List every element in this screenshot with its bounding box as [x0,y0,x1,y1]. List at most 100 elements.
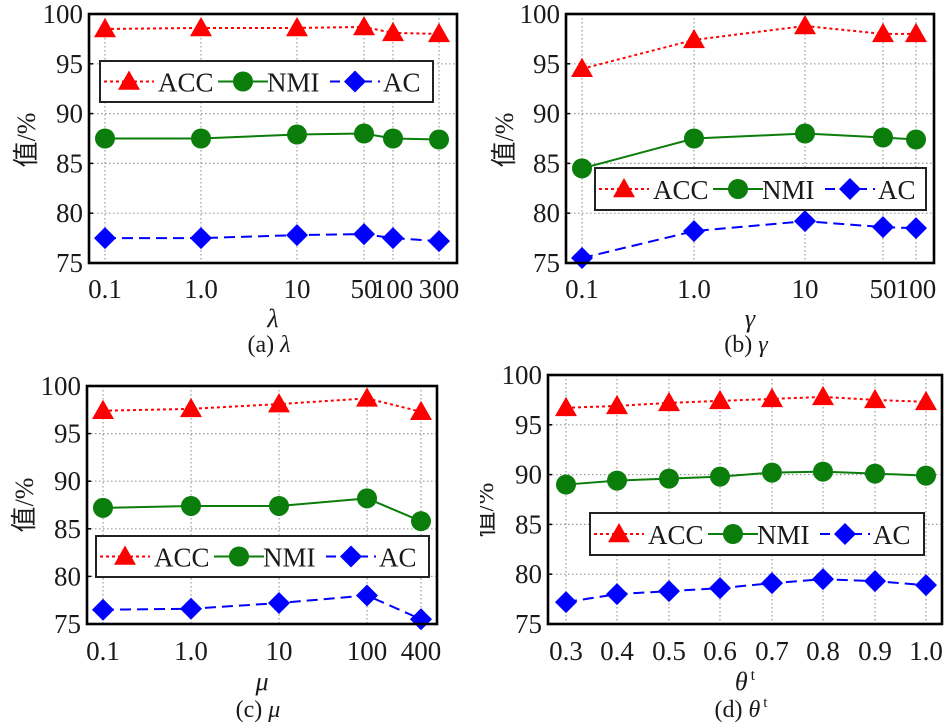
x-tick-label: 400 [401,636,442,666]
data-point-acc [915,390,937,411]
data-point-ac [864,570,886,593]
data-point-nmi [873,127,893,148]
data-point-acc [905,22,927,43]
data-point-nmi [191,128,211,149]
data-point-acc [410,400,432,420]
y-tick-label: 75 [533,248,560,278]
x-tick-label: 0.4 [600,636,634,666]
data-point-nmi [287,124,307,145]
legend-label-nmi: NMI [757,520,810,550]
legend-marker-acc [608,523,630,543]
y-tick-label: 75 [56,248,83,278]
caption-prefix: (a) [247,332,280,358]
series-line-acc [581,24,916,70]
x-tick-label: 100 [373,274,414,304]
x-tick-label: 1.0 [174,636,208,666]
data-point-ac [180,597,202,620]
data-point-nmi [556,474,576,495]
plot-frame [87,12,459,265]
plot-frame [546,373,944,626]
data-point-nmi [95,128,115,149]
data-point-ac [761,572,783,595]
data-point-ac [571,247,593,270]
data-point-nmi [684,128,704,149]
plot-frame [85,384,439,626]
x-tick-label: 0.8 [806,636,840,666]
data-point-ac [190,227,212,250]
x-tick-label: 0.7 [755,636,789,666]
panel-caption: (a) λ [247,332,290,358]
data-point-ac [268,592,290,615]
data-point-acc [872,22,894,43]
x-tick-label: 10 [284,274,311,304]
chart-panel-c: 75 80 85 90 95 100 0.1 1.0 10 100 400 值/% μ(c) μ ACC N… [10,371,441,723]
data-point-nmi [411,511,431,532]
data-point-nmi [181,495,201,516]
x-tick-label: 1.0 [909,636,943,666]
legend-item-nmi: NMI [713,175,815,205]
data-point-ac [905,217,927,240]
data-point-acc [190,16,212,37]
series-line-nmi [581,132,917,170]
y-tick-labels: 75 80 85 90 95 100 [41,371,91,639]
data-point-ac [709,577,731,600]
x-tick-label: 0.1 [565,274,599,304]
y-tick-label: 100 [520,0,561,29]
legend-marker-nmi [229,546,249,567]
y-tick-label: 95 [54,419,81,449]
legend-marker-acc [613,178,635,198]
data-point-acc [571,57,593,78]
legend-label-acc: ACC [653,175,709,205]
x-tick-label: 1.0 [184,274,218,304]
y-tick-label: 90 [54,466,81,496]
series-nmi [572,123,926,179]
y-tick-label: 80 [533,198,560,228]
legend-label-ac: AC [379,543,417,573]
legend: ACC NMI AC [589,512,925,556]
data-point-ac [410,608,432,631]
y-tick-label: 100 [41,371,82,401]
x-tick-label: 0.1 [86,636,120,666]
caption-symbol: γ [758,332,768,358]
series-acc [555,385,937,417]
x-tick-label: 10 [792,274,819,304]
data-point-nmi [813,461,833,482]
x-tick-labels: 0.1 1.0 10 100 400 [86,636,441,666]
series-ac [571,210,927,270]
y-tick-label: 100 [502,360,543,390]
x-tick-label: 0.5 [652,636,686,666]
data-point-ac [555,591,577,614]
series-nmi [556,461,936,495]
legend-label-ac: AC [873,520,911,550]
data-point-acc [180,397,202,418]
data-point-acc [382,21,404,42]
data-point-acc [286,16,308,37]
series-line-ac [581,220,917,259]
series-line-acc [565,395,927,409]
data-point-acc [268,393,290,413]
data-point-nmi [762,462,782,483]
legend-item-nmi: NMI [708,520,810,550]
legend-item-acc: ACC [100,543,210,573]
data-point-nmi [357,488,377,509]
legend-label-ac: AC [878,175,916,205]
data-point-acc [92,399,114,420]
legend-item-ac: AC [330,68,421,98]
data-point-nmi [659,468,679,489]
data-point-acc [606,394,628,415]
data-point-nmi [383,128,403,149]
x-axis-label: μ [254,667,268,696]
legend-item-acc: ACC [594,520,704,550]
data-point-ac [94,227,116,250]
legend: ACC NMI AC [99,60,434,103]
data-point-acc [353,15,375,36]
x-tick-label: 0.6 [703,636,737,666]
legend-label-ac: AC [383,68,421,98]
y-axis-label: 值/% [490,113,519,168]
y-tick-label: 95 [56,49,83,79]
legend-label-nmi: NMI [762,175,815,205]
x-tick-labels: 0.3 0.4 0.5 0.6 0.7 0.8 0.9 1.0 [549,636,943,666]
